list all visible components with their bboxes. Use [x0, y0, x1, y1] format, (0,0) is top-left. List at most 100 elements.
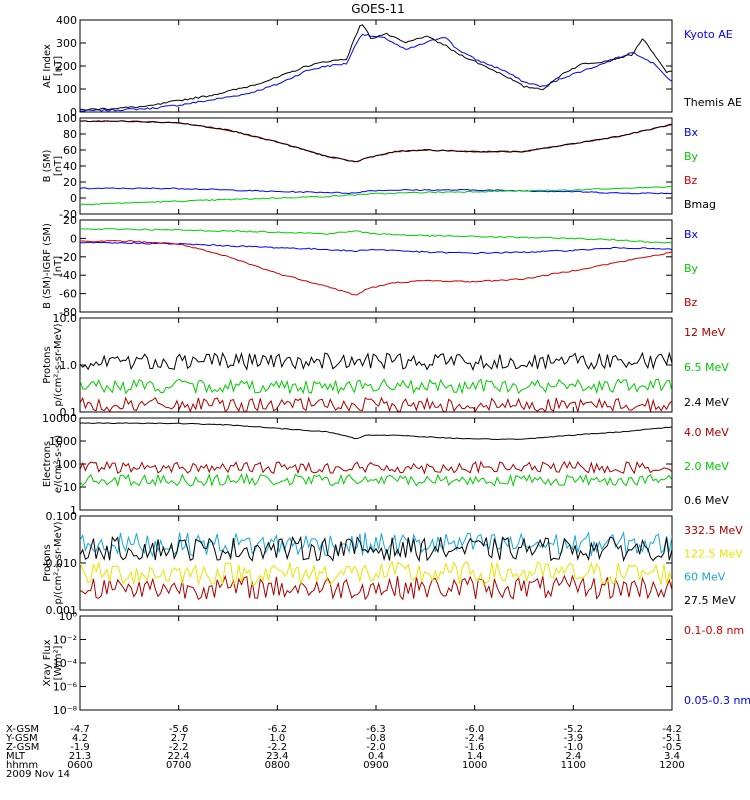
panel-frame	[79, 417, 673, 511]
panel-ae: 0 100 200 300 400 AE Index [nT] Kyoto AE Themis …	[42, 14, 742, 119]
orbit-cell: -2.4	[465, 733, 485, 744]
y-tick-label: 60	[63, 144, 77, 157]
y-axis-unit: e/(cm²-s-sr)	[53, 435, 64, 493]
legend-label: By	[684, 150, 699, 163]
orbit-cell: -4.7	[70, 724, 90, 735]
y-tick-label: 100	[56, 112, 77, 125]
legend-label: 6.5 MeV	[684, 361, 729, 374]
orbit-cell: 0700	[166, 760, 191, 771]
y-axis-label: B (SM)-IGRF (SM)	[42, 223, 53, 309]
orbit-cell: 0900	[363, 760, 388, 771]
y-axis-label: Protons	[42, 544, 53, 581]
y-tick-label: 1	[70, 504, 77, 517]
figure-title: GOES-11	[351, 2, 405, 16]
legend-label: 27.5 MeV	[684, 594, 736, 607]
orbit-cell: -0.5	[662, 742, 682, 753]
legend-label: 2.0 MeV	[684, 460, 729, 473]
orbit-row-label: X-GSM	[6, 724, 39, 735]
series-line-0-6-mev	[80, 422, 672, 441]
y-tick-label: 10⁻⁴	[53, 657, 78, 670]
orbit-cell: 22.4	[168, 751, 190, 762]
orbit-row-label: hhmm	[6, 760, 38, 771]
panel-protons1: 0.1 1.0 10.0 Protons p/(cm²-s-sr-MeV) 12 MeV 6…	[42, 312, 729, 419]
y-tick-label: 0	[70, 192, 77, 205]
series-line-12-mev	[80, 396, 672, 412]
y-axis-label: B (SM)	[42, 149, 53, 182]
panel-bsmdiff: -80 -60 -40 -20 0 20 B (SM)-IGRF (SM) [nT] Bx By B…	[42, 214, 699, 319]
orbit-date: 2009 Nov 14	[6, 769, 70, 780]
y-tick-label: 10	[63, 481, 77, 494]
legend-label: 4.0 MeV	[684, 426, 729, 439]
legend-label: 0.1-0.8 nm	[684, 624, 744, 637]
orbit-cell: -1.6	[465, 742, 485, 753]
orbit-cell: -5.6	[169, 724, 189, 735]
orbit-cell: -1.0	[564, 742, 584, 753]
legend-label: 2.4 MeV	[684, 396, 729, 409]
legend-label: Bmag	[684, 198, 716, 211]
orbit-cell: -6.0	[465, 724, 485, 735]
y-axis-unit: [nT]	[53, 56, 64, 76]
y-tick-label: 0.010	[46, 557, 78, 570]
orbit-cell: -2.2	[268, 742, 288, 753]
orbit-cell: 1100	[561, 760, 586, 771]
orbit-cell: 4.2	[72, 733, 88, 744]
y-tick-label: 20	[63, 214, 77, 227]
y-tick-label: 10⁻⁸	[53, 704, 78, 717]
panel-frame	[79, 515, 673, 611]
series-line-bx	[80, 187, 672, 195]
orbit-cell: 0800	[265, 760, 290, 771]
orbit-cell: -6.2	[268, 724, 288, 735]
panel-frame	[79, 19, 673, 113]
y-axis-label: AE Index	[42, 44, 53, 88]
legend-label: Themis AE	[683, 96, 742, 109]
orbit-cell: -0.8	[366, 733, 386, 744]
panel-frame	[79, 117, 673, 215]
y-tick-label: 200	[56, 60, 77, 73]
y-tick-label: 1.0	[60, 359, 78, 372]
y-tick-label: 80	[63, 128, 77, 141]
y-tick-label: 10000	[42, 412, 77, 425]
series-line-4-0-mev	[80, 460, 672, 475]
y-tick-label: 0	[70, 106, 77, 119]
y-tick-label: -80	[59, 306, 77, 319]
legend-label: 0.05-0.3 nm	[684, 694, 750, 707]
legend-label: Kyoto AE	[684, 28, 733, 41]
y-axis-unit: p/(cm²-s-sr-MeV)	[53, 521, 64, 604]
orbit-cell: 1.0	[269, 733, 285, 744]
series-line-kyoto-ae	[80, 33, 672, 112]
series-line-by	[80, 185, 672, 206]
y-axis-unit: [W/m²]	[53, 645, 64, 680]
panel-frame	[79, 317, 673, 413]
legend-label: 60 MeV	[684, 571, 726, 584]
y-tick-label: 10⁻²	[53, 634, 77, 647]
y-tick-label: 20	[63, 176, 77, 189]
y-tick-label: 10⁻⁶	[53, 681, 78, 694]
y-tick-label: 0.001	[46, 604, 78, 617]
panel-bsm: -20 0 20 40 60 80 100 B (SM) [nT] Bx By Bz Bmag	[42, 112, 716, 221]
series-line-bz	[80, 239, 672, 296]
orbit-table: X-GSM -4.7 -5.6 -6.2 -6.3 -6.0 -5.2 -4.2 Y-GSM 4.…	[5, 724, 685, 780]
orbit-cell: 0.4	[368, 751, 384, 762]
panel-frame	[79, 615, 673, 711]
y-axis-label: Electrons	[42, 441, 53, 487]
y-axis-label: Protons	[42, 346, 53, 383]
orbit-cell: 1200	[659, 760, 684, 771]
orbit-cell: 2.4	[565, 751, 581, 762]
series-line-bx	[80, 241, 672, 255]
y-tick-label: 10.0	[53, 312, 78, 325]
series-line-bmag	[80, 120, 672, 163]
orbit-cell: 21.3	[69, 751, 91, 762]
y-tick-label: 0.1	[60, 406, 78, 419]
y-tick-label: 40	[63, 160, 77, 173]
series-line-themis-ae	[80, 24, 672, 111]
legend-label: Bz	[684, 296, 698, 309]
y-tick-label: 300	[56, 37, 77, 50]
legend-label: By	[684, 262, 699, 275]
orbit-cell: 0600	[67, 760, 92, 771]
series-line-6-5-mev	[80, 378, 672, 395]
y-axis-unit: [nT]	[53, 156, 64, 176]
y-axis-unit: p/(cm²-s-sr-MeV)	[53, 323, 64, 406]
panel-protons2: 0.001 0.010 0.100 Protons p/(cm²-s-sr-MeV) 33…	[42, 510, 743, 617]
